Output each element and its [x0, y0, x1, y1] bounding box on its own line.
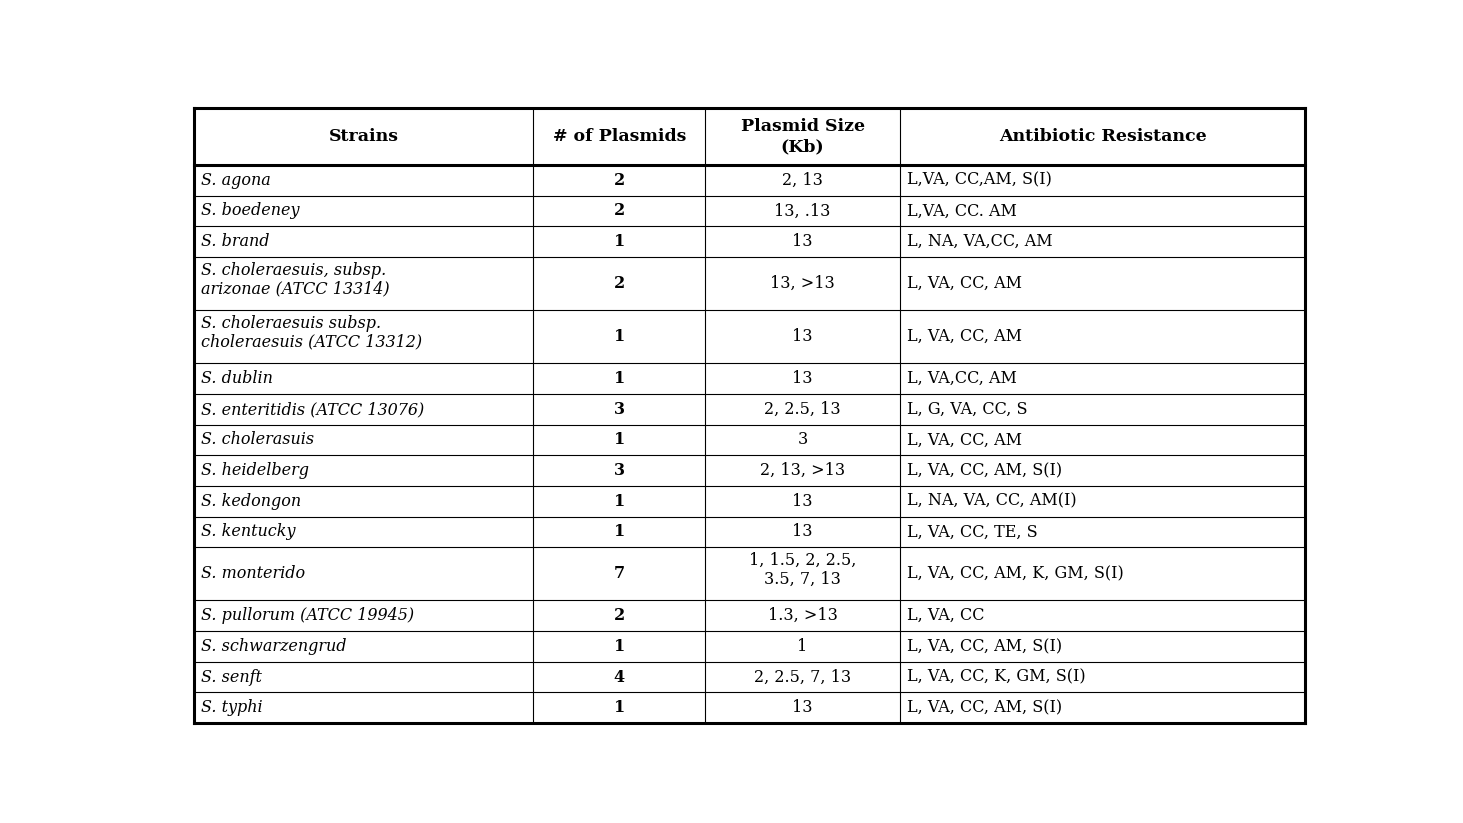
- Text: 2: 2: [613, 607, 625, 625]
- Text: S. kentucky: S. kentucky: [200, 523, 296, 541]
- Text: 3: 3: [797, 431, 808, 449]
- Text: 3: 3: [613, 401, 625, 418]
- Text: 1: 1: [613, 700, 625, 716]
- Text: L, VA, CC, K, GM, S(I): L, VA, CC, K, GM, S(I): [907, 668, 1086, 686]
- Text: L, G, VA, CC, S: L, G, VA, CC, S: [907, 401, 1027, 418]
- Text: S. monterido: S. monterido: [200, 565, 306, 583]
- Text: 7: 7: [613, 565, 625, 583]
- Text: S. schwarzengrud: S. schwarzengrud: [200, 638, 347, 655]
- Text: S. agona: S. agona: [200, 172, 271, 188]
- Text: 2: 2: [613, 172, 625, 188]
- Text: Antibiotic Resistance: Antibiotic Resistance: [999, 128, 1207, 145]
- Text: S. dublin: S. dublin: [200, 370, 274, 388]
- Text: L, VA, CC, AM, K, GM, S(I): L, VA, CC, AM, K, GM, S(I): [907, 565, 1124, 583]
- Text: 4: 4: [613, 668, 625, 686]
- Text: 13, .13: 13, .13: [774, 202, 831, 220]
- Text: 2, 2.5, 13: 2, 2.5, 13: [764, 401, 841, 418]
- Text: 1: 1: [613, 523, 625, 541]
- Text: L, VA, CC: L, VA, CC: [907, 607, 985, 625]
- Text: L, VA, CC, AM, S(I): L, VA, CC, AM, S(I): [907, 463, 1062, 479]
- Text: 13: 13: [793, 370, 813, 388]
- Text: S. typhi: S. typhi: [200, 700, 263, 716]
- Text: 2, 13, >13: 2, 13, >13: [759, 463, 846, 479]
- Text: 2, 13: 2, 13: [783, 172, 824, 188]
- Text: L, VA,CC, AM: L, VA,CC, AM: [907, 370, 1017, 388]
- Text: L,VA, CC. AM: L,VA, CC. AM: [907, 202, 1017, 220]
- Text: Strains: Strains: [329, 128, 398, 145]
- Text: # of Plasmids: # of Plasmids: [553, 128, 686, 145]
- Text: 13: 13: [793, 523, 813, 541]
- Text: 1: 1: [797, 638, 808, 655]
- Text: 1: 1: [613, 370, 625, 388]
- Text: 3: 3: [613, 463, 625, 479]
- Text: 13: 13: [793, 328, 813, 346]
- Text: S. senft: S. senft: [200, 668, 262, 686]
- Text: L, NA, VA, CC, AM(I): L, NA, VA, CC, AM(I): [907, 493, 1077, 509]
- Text: 13: 13: [793, 493, 813, 509]
- Text: 1.3, >13: 1.3, >13: [768, 607, 837, 625]
- Text: S. pullorum (ATCC 19945): S. pullorum (ATCC 19945): [200, 607, 414, 625]
- Text: 1: 1: [613, 431, 625, 449]
- Text: 2: 2: [613, 275, 625, 292]
- Text: L, VA, CC, AM: L, VA, CC, AM: [907, 431, 1021, 449]
- Text: L, VA, CC, TE, S: L, VA, CC, TE, S: [907, 523, 1037, 541]
- Text: S. choleraesuis subsp.
choleraesuis (ATCC 13312): S. choleraesuis subsp. choleraesuis (ATC…: [200, 315, 423, 351]
- Text: L, VA, CC, AM: L, VA, CC, AM: [907, 328, 1021, 346]
- Text: 1: 1: [613, 328, 625, 346]
- Text: S. boedeney: S. boedeney: [200, 202, 300, 220]
- Text: S. enteritidis (ATCC 13076): S. enteritidis (ATCC 13076): [200, 401, 424, 418]
- Text: L, VA, CC, AM, S(I): L, VA, CC, AM, S(I): [907, 638, 1062, 655]
- Text: S. cholerasuis: S. cholerasuis: [200, 431, 315, 449]
- Text: 1: 1: [613, 638, 625, 655]
- Text: 1: 1: [613, 233, 625, 250]
- Text: 1: 1: [613, 493, 625, 509]
- Text: 13: 13: [793, 233, 813, 250]
- Text: L, VA, CC, AM, S(I): L, VA, CC, AM, S(I): [907, 700, 1062, 716]
- Text: 2: 2: [613, 202, 625, 220]
- Text: S. choleraesuis, subsp.
arizonae (ATCC 13314): S. choleraesuis, subsp. arizonae (ATCC 1…: [200, 262, 389, 297]
- Text: 13: 13: [793, 700, 813, 716]
- Text: Plasmid Size
(Kb): Plasmid Size (Kb): [740, 119, 865, 155]
- Text: L, NA, VA,CC, AM: L, NA, VA,CC, AM: [907, 233, 1052, 250]
- Text: S. kedongon: S. kedongon: [200, 493, 301, 509]
- Text: 2, 2.5, 7, 13: 2, 2.5, 7, 13: [753, 668, 851, 686]
- Text: 1, 1.5, 2, 2.5,
3.5, 7, 13: 1, 1.5, 2, 2.5, 3.5, 7, 13: [749, 552, 856, 588]
- Text: S. heidelberg: S. heidelberg: [200, 463, 309, 479]
- Text: S. brand: S. brand: [200, 233, 269, 250]
- Text: 13, >13: 13, >13: [770, 275, 835, 292]
- Text: L, VA, CC, AM: L, VA, CC, AM: [907, 275, 1021, 292]
- Text: L,VA, CC,AM, S(I): L,VA, CC,AM, S(I): [907, 172, 1052, 188]
